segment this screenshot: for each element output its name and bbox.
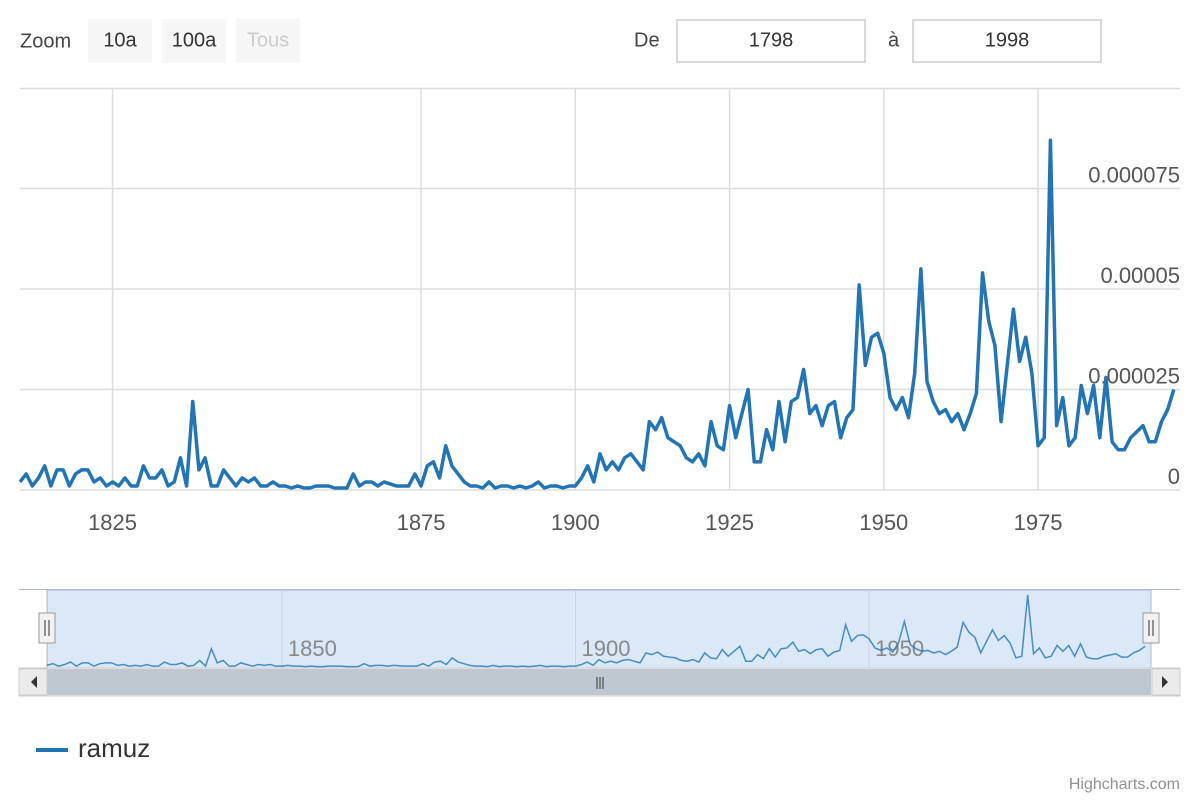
navigator-tick-label: 1850 <box>288 636 337 661</box>
zoom-button[interactable] <box>236 19 300 63</box>
navigator-handle[interactable] <box>38 612 56 644</box>
zoom-button[interactable] <box>162 19 226 63</box>
from-input[interactable] <box>676 19 866 63</box>
x-tick-label: 1950 <box>859 510 908 535</box>
zoom-button-label[interactable]: 100a <box>172 29 217 51</box>
legend-label[interactable]: ramuz <box>78 733 150 763</box>
scrollbar-thumb[interactable] <box>47 669 1151 695</box>
x-tick-label: 1825 <box>88 510 137 535</box>
x-tick-label: 1900 <box>551 510 600 535</box>
x-tick-label: 1875 <box>397 510 446 535</box>
navigator-tick-label: 1900 <box>582 636 631 661</box>
from-label: De <box>634 29 660 51</box>
y-tick-label: 0.000075 <box>1088 162 1180 187</box>
x-tick-label: 1975 <box>1014 510 1063 535</box>
to-label: à <box>888 29 900 51</box>
navigator-line <box>46 594 1146 668</box>
arrow <box>1162 676 1168 688</box>
y-tick-label: 0.000025 <box>1088 363 1180 388</box>
handle-grip <box>1148 620 1154 636</box>
credits[interactable]: Highcharts.com <box>1069 776 1180 793</box>
handle-grip <box>44 620 50 636</box>
scrollbar-grip <box>596 677 604 689</box>
y-tick-label: 0.00005 <box>1100 263 1180 288</box>
from-value[interactable]: 1798 <box>749 29 794 51</box>
zoom-button-label[interactable]: Tous <box>247 29 289 51</box>
x-tick-label: 1925 <box>705 510 754 535</box>
zoom-label: Zoom <box>20 30 71 52</box>
zoom-button-label[interactable]: 10a <box>103 29 137 51</box>
to-value[interactable]: 1998 <box>985 29 1030 51</box>
arrow <box>31 676 37 688</box>
series-line <box>18 138 1176 490</box>
y-tick-label: 0 <box>1168 464 1180 489</box>
navigator-handle[interactable] <box>1142 612 1160 644</box>
to-input[interactable] <box>912 19 1102 63</box>
zoom-button[interactable] <box>88 19 152 63</box>
